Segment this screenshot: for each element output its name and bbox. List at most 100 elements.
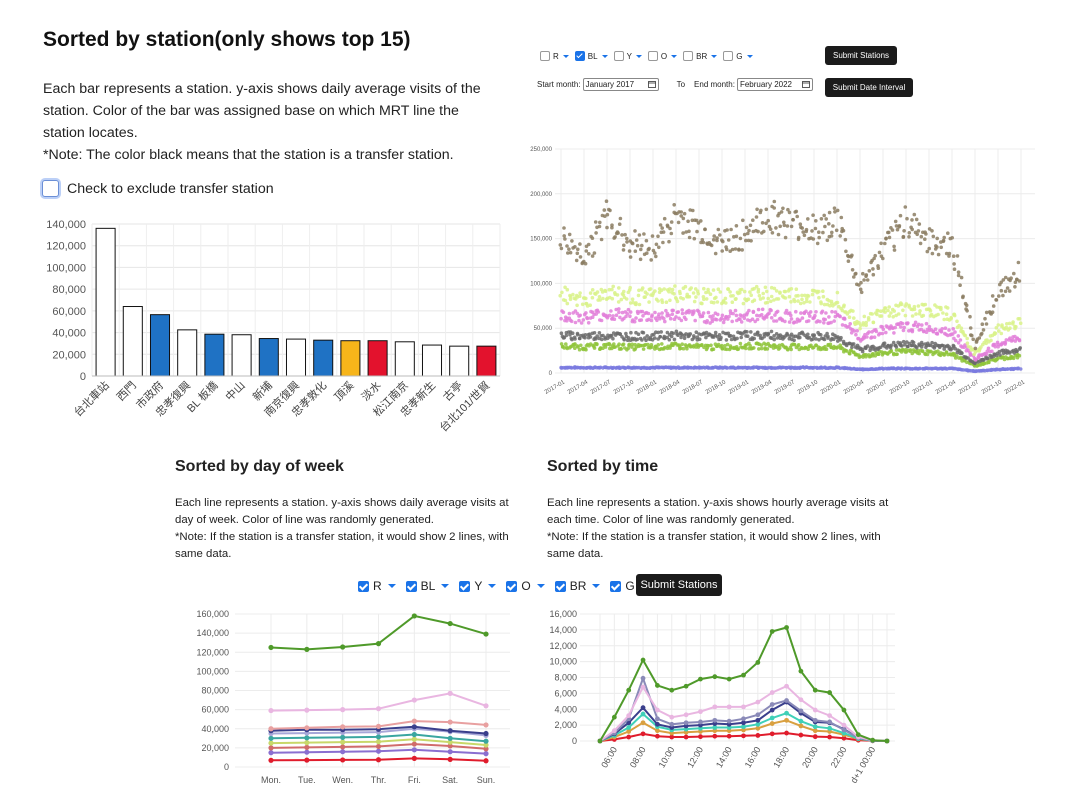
line-checkbox-br[interactable]: [683, 51, 694, 61]
series-point: [483, 631, 489, 637]
chevron-down-icon[interactable]: [536, 584, 545, 588]
line-checkbox-br[interactable]: [554, 580, 566, 592]
line-checkbox-bl[interactable]: [574, 51, 585, 61]
scatter-point: [1016, 366, 1020, 371]
line-option-g[interactable]: G: [723, 51, 756, 61]
scatter-point: [897, 224, 902, 228]
scatter-point: [720, 343, 724, 348]
line-option-y[interactable]: Y: [459, 579, 500, 593]
scatter-point: [620, 233, 624, 237]
line-checkbox-o[interactable]: [647, 51, 658, 61]
line-option-o[interactable]: O: [647, 51, 681, 61]
scatter-point: [757, 293, 762, 298]
submit-date-interval-button[interactable]: Submit Date Interval: [825, 78, 913, 97]
scatter-point: [1014, 325, 1018, 329]
line-checkbox-g[interactable]: [723, 51, 734, 61]
scatter-point: [883, 310, 887, 314]
scatter-point: [678, 291, 682, 296]
bar: [149, 314, 171, 377]
scatter-point: [822, 321, 826, 325]
chevron-down-icon[interactable]: [601, 54, 608, 58]
chevron-down-icon[interactable]: [671, 54, 678, 58]
series-point: [375, 743, 382, 750]
scatter-point: [573, 245, 577, 249]
exclude-transfer-checkbox[interactable]: Check to exclude transfer station: [42, 180, 274, 197]
scatter-point: [696, 291, 700, 296]
scatter-point: [653, 251, 657, 255]
scatter-point: [640, 309, 645, 314]
series-point: [755, 712, 761, 718]
chevron-down-icon[interactable]: [562, 54, 569, 58]
series-point: [712, 733, 718, 739]
end-month-label: End month:: [694, 80, 735, 89]
scatter-point: [935, 332, 940, 336]
line-option-r[interactable]: R: [358, 579, 400, 593]
scatter-point: [986, 346, 991, 351]
scatter-point: [755, 207, 759, 212]
top-submit-stations-button[interactable]: Submit Stations: [825, 46, 897, 65]
series-point: [640, 705, 646, 711]
line-checkbox-y[interactable]: [613, 51, 624, 61]
scatter-point: [578, 242, 582, 246]
scatter-series: [559, 341, 1022, 368]
series-point: [304, 749, 310, 755]
scatter-point: [625, 240, 629, 244]
scatter-point: [676, 220, 681, 225]
scatter-point: [744, 225, 749, 230]
line-checkbox-r[interactable]: [540, 51, 550, 61]
line-option-r[interactable]: R: [540, 51, 573, 61]
chevron-down-icon[interactable]: [635, 54, 642, 58]
scatter-point: [1007, 321, 1012, 326]
chevron-down-icon[interactable]: [592, 584, 601, 588]
scatter-point: [800, 297, 804, 302]
scatter-point: [905, 216, 909, 221]
line-option-br[interactable]: BR: [683, 51, 721, 61]
scatter-point: [637, 233, 642, 237]
scatter-point: [799, 311, 803, 315]
line-checkbox-r[interactable]: [358, 580, 369, 592]
line-checkbox-y[interactable]: [459, 580, 471, 592]
y-tick-label: 0: [80, 371, 86, 383]
scatter-point: [942, 353, 947, 357]
scatter-point: [671, 308, 675, 313]
start-month-input[interactable]: January 2017: [582, 78, 659, 91]
scatter-point: [935, 245, 939, 249]
series-point: [411, 741, 417, 747]
line-option-o[interactable]: O: [506, 579, 548, 593]
scatter-point: [914, 217, 919, 222]
series-point: [798, 732, 804, 738]
scatter-point: [692, 334, 696, 338]
scatter-point: [665, 330, 670, 335]
scatter-point: [802, 233, 807, 238]
scatter-point: [1011, 320, 1015, 324]
scatter-point: [946, 231, 950, 235]
scatter-point: [634, 302, 638, 307]
chevron-down-icon[interactable]: [488, 584, 497, 588]
scatter-point: [848, 351, 852, 356]
scatter-point: [741, 301, 746, 306]
scatter-point: [593, 220, 598, 224]
series-point: [769, 715, 775, 721]
chevron-down-icon[interactable]: [387, 584, 396, 588]
line-checkbox-g[interactable]: [610, 580, 622, 592]
bottom-submit-stations-button[interactable]: Submit Stations: [636, 574, 722, 596]
line-checkbox-bl[interactable]: [405, 580, 417, 592]
line-checkbox-o[interactable]: [506, 580, 518, 592]
chevron-down-icon[interactable]: [746, 54, 753, 58]
line-option-bl[interactable]: BL: [405, 579, 454, 593]
end-month-input[interactable]: February 2022: [736, 78, 813, 91]
line-option-br[interactable]: BR: [554, 579, 605, 593]
scatter-point: [774, 226, 778, 230]
chevron-down-icon[interactable]: [711, 54, 718, 58]
scatter-point: [641, 314, 645, 318]
y-tick-label: 50,000: [534, 326, 553, 332]
line-option-y[interactable]: Y: [613, 51, 646, 61]
exclude-transfer-checkbox-box[interactable]: [42, 180, 59, 197]
scatter-point: [617, 307, 621, 311]
line-option-bl[interactable]: BL: [574, 51, 612, 61]
chevron-down-icon[interactable]: [441, 584, 450, 588]
scatter-point: [902, 229, 906, 233]
scatter-point: [733, 308, 738, 313]
scatter-point: [817, 295, 821, 300]
scatter-point: [603, 214, 607, 218]
